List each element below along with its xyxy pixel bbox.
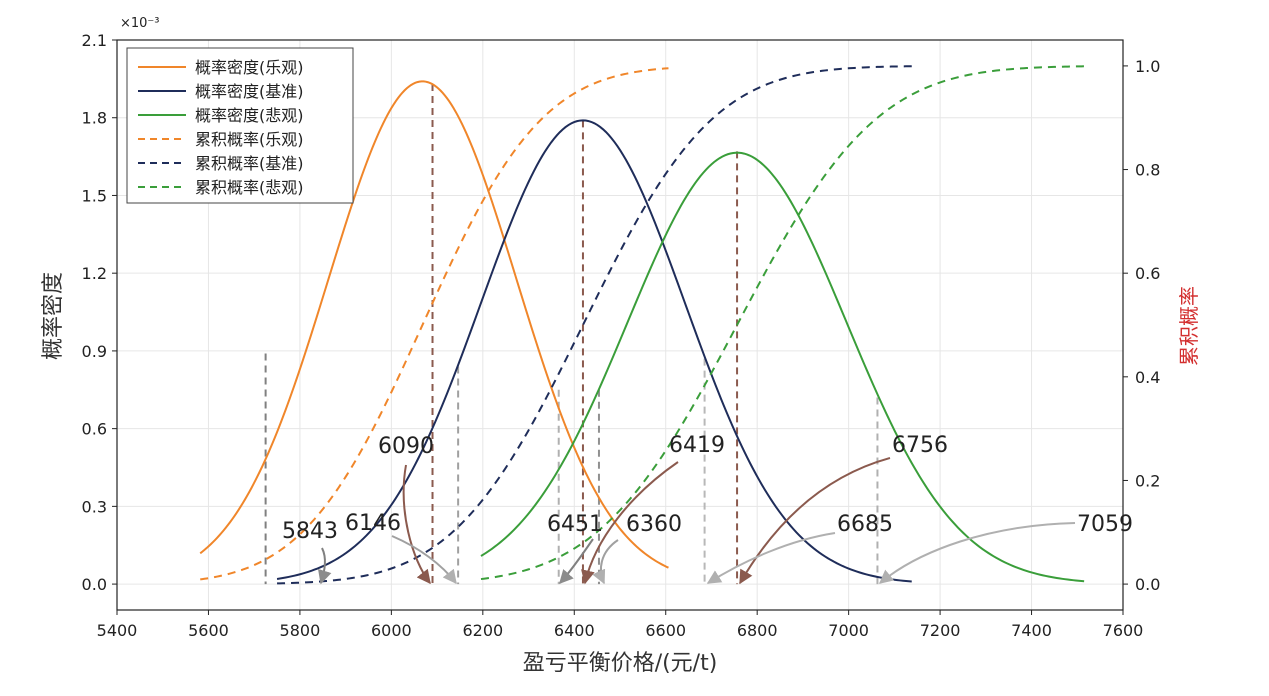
annotation-label: 6685: [837, 512, 893, 537]
x-tick-label: 5400: [97, 621, 138, 640]
annotation-label: 6451: [547, 512, 603, 537]
cumulative-curve: [480, 65, 1085, 581]
x-tick-label: 6800: [737, 621, 778, 640]
annotation-arrow: [318, 547, 332, 585]
y-tick-label-right: 0.8: [1135, 161, 1160, 180]
annotation-label: 6146: [345, 511, 401, 536]
y-tick-label-left: 0.3: [82, 497, 107, 516]
x-axis-label: 盈亏平衡价格/(元/t): [523, 651, 718, 676]
x-tick-label: 7000: [828, 621, 869, 640]
y-multiplier: ×10⁻³: [120, 16, 160, 31]
y-axis-label-left: 概率密度: [41, 272, 66, 360]
y-tick-label-right: 0.0: [1135, 575, 1160, 594]
annotation-label: 5843: [282, 519, 338, 544]
x-tick-label: 6400: [554, 621, 595, 640]
cumulative-curve: [200, 67, 669, 581]
legend-label: 概率密度(悲观): [195, 106, 304, 125]
legend: 概率密度(乐观) 概率密度(基准) 概率密度(悲观) 累积概率(乐观) 累积概率…: [126, 47, 354, 204]
annotation-label: 7059: [1077, 512, 1133, 537]
y-tick-label-left: 1.2: [82, 264, 107, 283]
x-tick-label: 7600: [1103, 621, 1144, 640]
legend-label: 累积概率(基准): [195, 154, 304, 173]
cumulative-curve: [277, 65, 912, 585]
plot-frame: [116, 39, 1124, 611]
annotation-arrow: [581, 461, 679, 585]
x-tick-label: 5600: [188, 621, 229, 640]
x-tick-label: 5800: [280, 621, 321, 640]
annotation-label: 6756: [892, 433, 948, 458]
annotation-label: 6419: [669, 433, 725, 458]
x-tick-label: 7400: [1011, 621, 1052, 640]
y-tick-label-left: 0.6: [82, 420, 107, 439]
plot-lines: [199, 65, 1085, 585]
y-tick-label-right: 0.4: [1135, 368, 1160, 387]
y-tick-label-right: 0.2: [1135, 471, 1160, 490]
y-tick-label-left: 0.0: [82, 575, 107, 594]
legend-label: 累积概率(乐观): [195, 130, 304, 149]
x-tick-label: 6000: [371, 621, 412, 640]
legend-label: 概率密度(基准): [195, 82, 304, 101]
legend-label: 概率密度(乐观): [195, 58, 304, 77]
y-axis-label-right: 累积概率: [1177, 286, 1201, 366]
annotation-label: 6360: [626, 512, 682, 537]
annotations: 6090 6419 6756 5843 6146 6451 6360 6685 7059: [282, 433, 1133, 585]
annotation-arrow: [706, 532, 836, 584]
y-tick-label-left: 2.1: [82, 31, 107, 50]
annotation-arrow: [402, 464, 431, 585]
annotation-arrow: [592, 539, 619, 585]
x-tick-label: 6600: [645, 621, 686, 640]
annotation-arrow: [559, 538, 594, 585]
y-tick-label-right: 0.6: [1135, 264, 1160, 283]
y-tick-label-left: 1.8: [82, 109, 107, 128]
annotation-arrow: [878, 522, 1076, 584]
legend-label: 累积概率(悲观): [195, 178, 304, 197]
vertical-markers: [264, 84, 879, 585]
density-curve: [276, 119, 912, 583]
density-curve: [480, 151, 1085, 583]
x-tick-label: 6200: [462, 621, 503, 640]
x-tick-label: 7200: [920, 621, 961, 640]
annotation-arrow: [739, 457, 891, 585]
y-tick-label-right: 1.0: [1135, 57, 1160, 76]
y-tick-label-left: 1.5: [82, 186, 107, 205]
legend-box: [126, 47, 354, 204]
annotation-label: 6090: [378, 434, 434, 459]
annotation-arrow: [391, 535, 457, 585]
density-curve: [199, 80, 669, 569]
axes: 5400 5600 5800 6000 6200 6400 6600 6800 7000 7200…: [82, 31, 1161, 640]
y-tick-label-left: 0.9: [82, 342, 107, 361]
